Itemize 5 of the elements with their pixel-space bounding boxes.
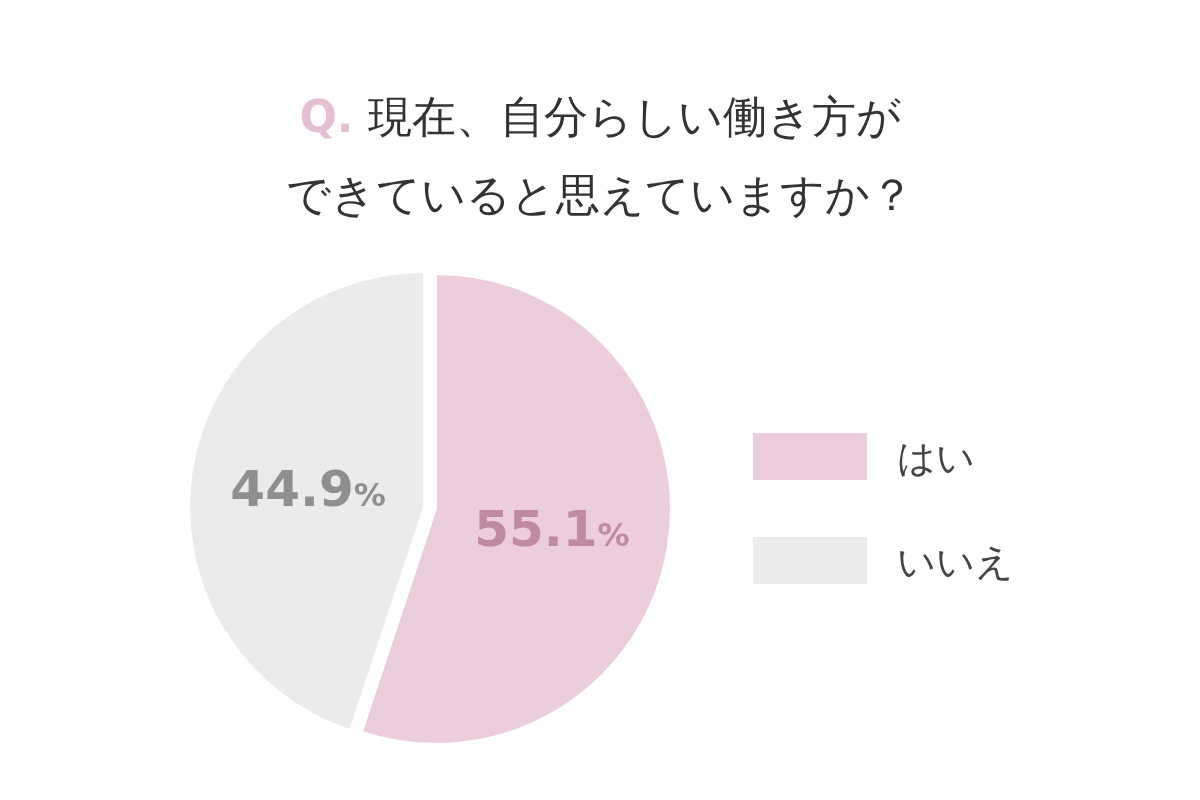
- legend-label: はい: [897, 436, 975, 480]
- title: Q. 現在、自分らしい働き方が できていると思えていますか？: [286, 91, 914, 220]
- legend-label: いいえ: [897, 540, 1014, 584]
- data-label: 55.1%: [474, 499, 630, 558]
- data-label: 44.9%: [230, 460, 386, 519]
